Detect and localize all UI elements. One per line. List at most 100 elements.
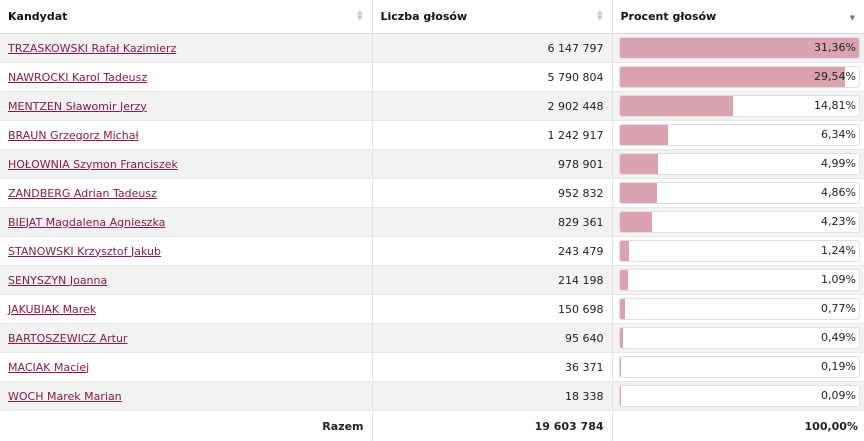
table-row: ZANDBERG Adrian Tadeusz 952 832 4,86% [0, 179, 864, 208]
candidate-link[interactable]: JAKUBIAK Marek [8, 303, 96, 316]
column-header-percent[interactable]: Procent głosów ▼ [612, 0, 864, 34]
candidate-cell: HOŁOWNIA Szymon Franciszek [0, 150, 372, 179]
percent-cell: 0,09% [612, 382, 864, 411]
percent-bar-fill [620, 154, 658, 174]
column-header-votes-label: Liczba głosów [381, 10, 468, 23]
percent-bar: 6,34% [619, 124, 861, 146]
candidate-cell: BARTOSZEWICZ Artur [0, 324, 372, 353]
votes-cell: 829 361 [372, 208, 612, 237]
table-row: TRZASKOWSKI Rafał Kazimierz 6 147 797 31,3… [0, 34, 864, 63]
candidate-cell: TRZASKOWSKI Rafał Kazimierz [0, 34, 372, 63]
percent-bar-fill [620, 67, 846, 87]
votes-cell: 36 371 [372, 353, 612, 382]
percent-label: 0,09% [821, 386, 856, 406]
percent-label: 4,86% [821, 183, 856, 203]
percent-label: 0,77% [821, 299, 856, 319]
candidate-cell: BRAUN Grzegorz Michał [0, 121, 372, 150]
votes-cell: 2 902 448 [372, 92, 612, 121]
candidate-cell: JAKUBIAK Marek [0, 295, 372, 324]
candidate-link[interactable]: ZANDBERG Adrian Tadeusz [8, 187, 157, 200]
candidate-link[interactable]: BRAUN Grzegorz Michał [8, 129, 139, 142]
percent-bar-fill [620, 183, 657, 203]
percent-cell: 4,86% [612, 179, 864, 208]
percent-bar-fill [620, 328, 624, 348]
votes-cell: 1 242 917 [372, 121, 612, 150]
sort-desc-icon[interactable]: ▼ [850, 9, 855, 21]
candidate-link[interactable]: HOŁOWNIA Szymon Franciszek [8, 158, 178, 171]
column-header-candidate-label: Kandydat [8, 10, 67, 23]
candidate-cell: BIEJAT Magdalena Agnieszka [0, 208, 372, 237]
column-header-votes[interactable]: Liczba głosów ▲▼ [372, 0, 612, 34]
candidate-link[interactable]: MENTZEN Sławomir Jerzy [8, 100, 147, 113]
votes-cell: 5 790 804 [372, 63, 612, 92]
votes-cell: 952 832 [372, 179, 612, 208]
header-row: Kandydat ▲▼ Liczba głosów ▲▼ Procent gło… [0, 0, 864, 34]
candidate-link[interactable]: BIEJAT Magdalena Agnieszka [8, 216, 165, 229]
column-header-candidate[interactable]: Kandydat ▲▼ [0, 0, 372, 34]
percent-bar-fill [620, 212, 652, 232]
percent-cell: 1,24% [612, 237, 864, 266]
percent-bar-fill [620, 241, 629, 261]
sort-arrows-icon[interactable]: ▲▼ [357, 9, 362, 21]
candidate-cell: STANOWSKI Krzysztof Jakub [0, 237, 372, 266]
table-row: MACIAK Maciej 36 371 0,19% [0, 353, 864, 382]
table-row: JAKUBIAK Marek 150 698 0,77% [0, 295, 864, 324]
candidate-cell: NAWROCKI Karol Tadeusz [0, 63, 372, 92]
votes-cell: 95 640 [372, 324, 612, 353]
percent-bar: 29,54% [619, 66, 861, 88]
candidate-link[interactable]: NAWROCKI Karol Tadeusz [8, 71, 147, 84]
total-label: Razem [0, 411, 372, 441]
candidate-cell: MACIAK Maciej [0, 353, 372, 382]
candidate-cell: MENTZEN Sławomir Jerzy [0, 92, 372, 121]
percent-label: 1,09% [821, 270, 856, 290]
percent-label: 0,49% [821, 328, 856, 348]
percent-label: 4,23% [821, 212, 856, 232]
percent-cell: 4,23% [612, 208, 864, 237]
percent-bar: 1,09% [619, 269, 861, 291]
candidate-link[interactable]: SENYSZYN Joanna [8, 274, 107, 287]
table-row: BRAUN Grzegorz Michał 1 242 917 6,34% [0, 121, 864, 150]
percent-bar-fill [620, 270, 628, 290]
table-row: BIEJAT Magdalena Agnieszka 829 361 4,23% [0, 208, 864, 237]
candidate-link[interactable]: STANOWSKI Krzysztof Jakub [8, 245, 161, 258]
percent-bar: 31,36% [619, 37, 861, 59]
percent-cell: 6,34% [612, 121, 864, 150]
percent-bar: 0,49% [619, 327, 861, 349]
percent-bar-fill [620, 386, 621, 406]
candidate-link[interactable]: WOCH Marek Marian [8, 390, 122, 403]
sort-arrows-icon[interactable]: ▲▼ [597, 9, 602, 21]
votes-cell: 6 147 797 [372, 34, 612, 63]
table-row: HOŁOWNIA Szymon Franciszek 978 901 4,99% [0, 150, 864, 179]
table-row: BARTOSZEWICZ Artur 95 640 0,49% [0, 324, 864, 353]
percent-label: 4,99% [821, 154, 856, 174]
percent-cell: 0,77% [612, 295, 864, 324]
votes-cell: 978 901 [372, 150, 612, 179]
percent-cell: 4,99% [612, 150, 864, 179]
candidate-link[interactable]: TRZASKOWSKI Rafał Kazimierz [8, 42, 176, 55]
percent-bar-fill [620, 357, 621, 377]
percent-bar-fill [620, 96, 733, 116]
percent-label: 0,19% [821, 357, 856, 377]
candidate-link[interactable]: BARTOSZEWICZ Artur [8, 332, 127, 345]
percent-bar: 0,19% [619, 356, 861, 378]
percent-bar: 4,99% [619, 153, 861, 175]
percent-bar: 4,23% [619, 211, 861, 233]
percent-bar: 1,24% [619, 240, 861, 262]
percent-label: 6,34% [821, 125, 856, 145]
total-row: Razem 19 603 784 100,00% [0, 411, 864, 441]
percent-bar-fill [620, 125, 668, 145]
candidate-cell: SENYSZYN Joanna [0, 266, 372, 295]
candidate-link[interactable]: MACIAK Maciej [8, 361, 89, 374]
votes-cell: 150 698 [372, 295, 612, 324]
percent-bar: 0,09% [619, 385, 861, 407]
column-header-percent-label: Procent głosów [621, 10, 717, 23]
percent-cell: 29,54% [612, 63, 864, 92]
percent-label: 29,54% [814, 67, 856, 87]
percent-bar: 4,86% [619, 182, 861, 204]
total-percent: 100,00% [612, 411, 864, 441]
candidate-cell: WOCH Marek Marian [0, 382, 372, 411]
